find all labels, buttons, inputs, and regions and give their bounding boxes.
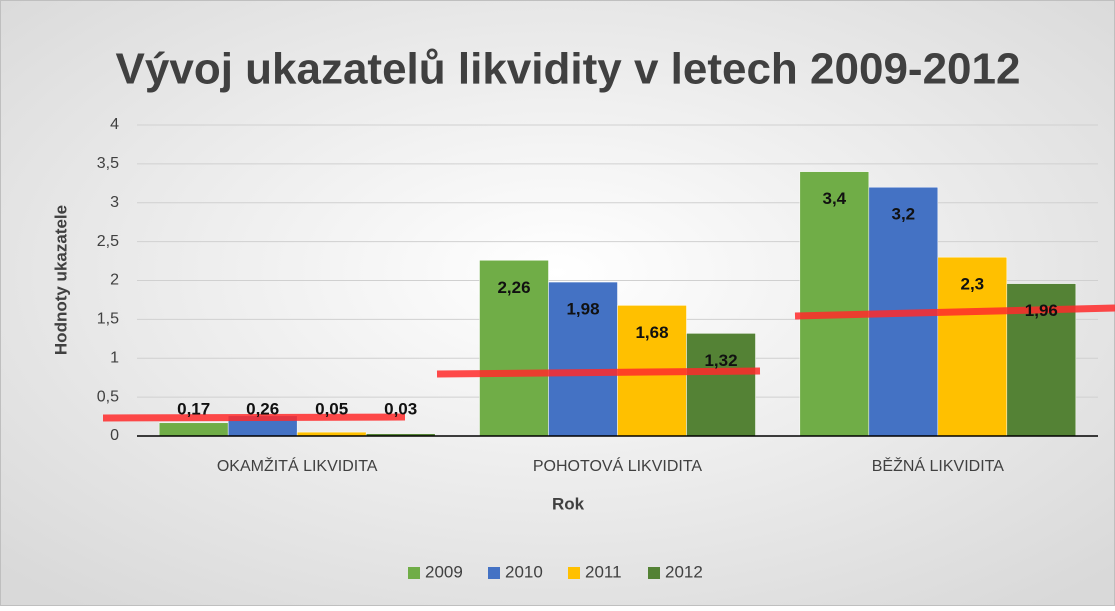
y-tick-label: 1 (110, 349, 119, 366)
data-label: 0,03 (384, 399, 417, 418)
bar (548, 281, 618, 437)
reference-line (794, 304, 1115, 320)
y-tick-label: 0,5 (97, 388, 119, 405)
bar (158, 422, 229, 437)
data-label: 3,4 (823, 189, 847, 208)
data-label: 0,05 (315, 399, 348, 418)
y-tick-label: 1,5 (97, 311, 119, 328)
data-label: 2,26 (497, 278, 530, 297)
legend-label: 2010 (505, 562, 543, 581)
legend-swatch (648, 567, 660, 579)
x-axis-title: Rok (552, 494, 585, 513)
data-label: 0,26 (246, 399, 279, 418)
data-label: 2,3 (961, 275, 985, 294)
legend-swatch (568, 567, 580, 579)
legend-label: 2012 (665, 562, 703, 581)
reference-line (102, 413, 406, 422)
x-tick-label: POHOTOVÁ LIKVIDITA (533, 456, 703, 475)
x-tick-label: OKAMŽITÁ LIKVIDITA (217, 456, 378, 475)
legend-label: 2011 (585, 562, 622, 581)
y-tick-label: 2,5 (97, 233, 119, 250)
legend-label: 2009 (425, 562, 463, 581)
reference-line (436, 367, 761, 378)
data-label: 1,68 (635, 323, 668, 342)
y-tick-label: 0 (110, 427, 119, 444)
data-label: 0,17 (177, 399, 210, 418)
data-label: 1,98 (566, 300, 599, 319)
y-axis-title: Hodnoty ukazatele (51, 205, 70, 355)
data-label: 1,96 (1025, 301, 1058, 320)
legend-swatch (488, 567, 500, 579)
y-tick-label: 3,5 (97, 155, 119, 172)
y-tick-label: 4 (110, 116, 119, 133)
data-label: 3,2 (892, 205, 916, 224)
x-tick-label: BĚŽNÁ LIKVIDITA (872, 456, 1005, 475)
bar (937, 256, 1008, 437)
bar (799, 171, 870, 437)
y-tick-label: 3 (110, 194, 119, 211)
data-label: 1,32 (704, 351, 737, 370)
y-tick-label: 2 (110, 272, 119, 289)
bar (686, 333, 756, 437)
chart-title: Vývoj ukazatelů likvidity v letech 2009-… (116, 45, 1021, 94)
legend-swatch (408, 567, 420, 579)
annotations: 0,17 0,26 0,05 0,03 2,26 1,98 1,68 1,32 3,4 3,2 2,… (102, 189, 1115, 422)
